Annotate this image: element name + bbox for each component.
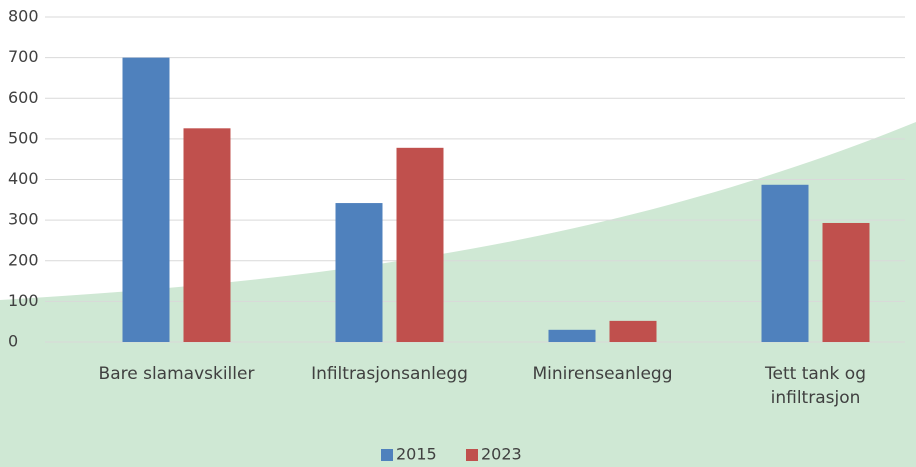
legend-label: 2023 (481, 445, 522, 464)
legend-label: 2015 (396, 445, 437, 464)
bar (183, 128, 231, 342)
x-tick-label: Tett tank og infiltrasjon (765, 364, 866, 408)
bar (122, 57, 170, 342)
legend-swatch (466, 449, 478, 461)
x-tick-label: Minirenseanlegg (532, 364, 673, 384)
legend-swatch (381, 449, 393, 461)
y-tick-label: 800 (8, 7, 39, 26)
y-tick-label: 500 (8, 128, 39, 147)
bar (548, 329, 596, 342)
y-tick-label: 300 (8, 210, 39, 229)
bar (396, 147, 444, 342)
x-tick-label: Bare slamavskiller (98, 364, 255, 384)
y-tick-label: 0 (8, 332, 18, 351)
bar (761, 184, 809, 342)
bar (609, 320, 657, 342)
y-tick-label: 400 (8, 169, 39, 188)
y-tick-label: 100 (8, 291, 39, 310)
x-tick-label: Infiltrasjonsanlegg (311, 364, 468, 384)
bar (335, 203, 383, 342)
y-tick-label: 700 (8, 47, 39, 66)
y-tick-label: 200 (8, 250, 39, 269)
bar (822, 222, 870, 342)
background-shape (0, 122, 916, 467)
y-tick-label: 600 (8, 88, 39, 107)
